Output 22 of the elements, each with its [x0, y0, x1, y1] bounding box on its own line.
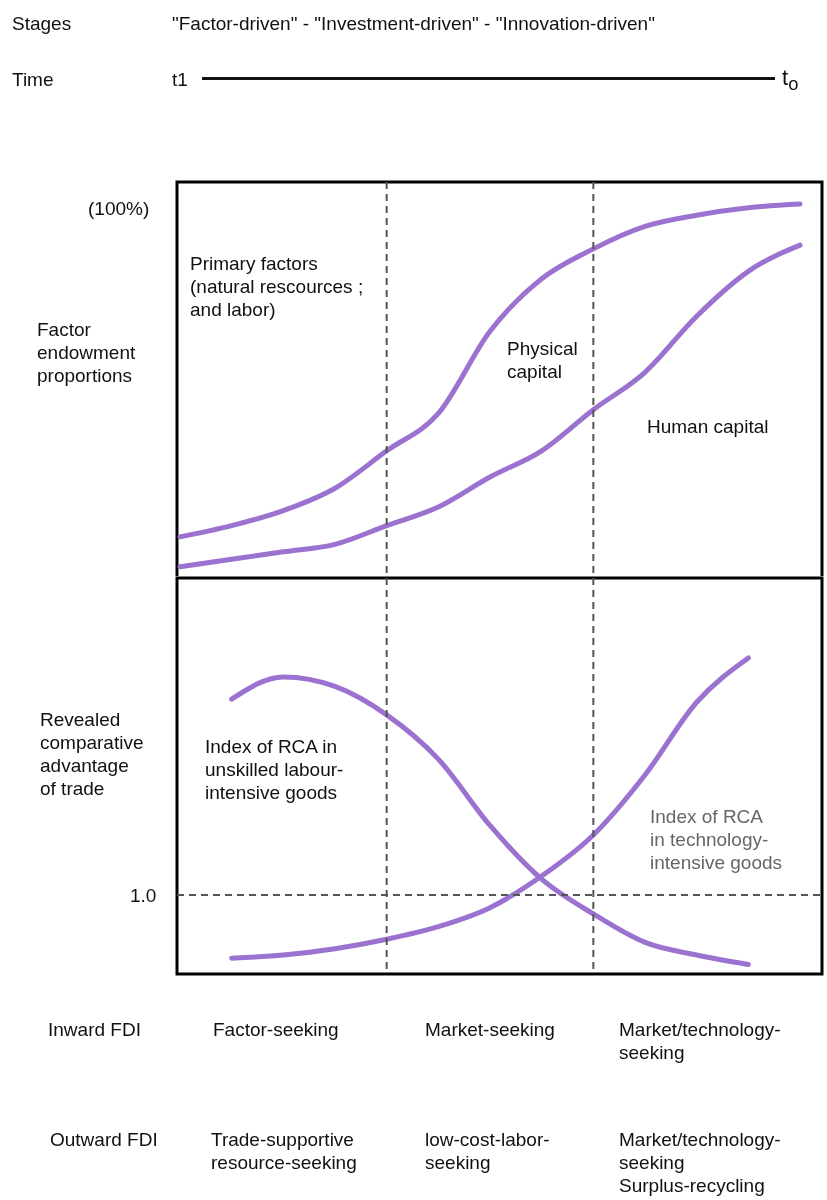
text: Market/technology- seeking — [619, 1018, 781, 1064]
annotation: Physical capital — [507, 337, 578, 383]
text: Time — [12, 68, 54, 91]
text: Market-seeking — [425, 1018, 555, 1041]
text: t1 — [172, 68, 188, 91]
annotation: Primary factors (natural rescources ; and labor) — [190, 252, 364, 321]
annotation: Human capital — [647, 415, 769, 438]
text: Index of RCA in unskilled labour- intensive goods — [205, 735, 344, 804]
text: Trade-supportive resource-seeking — [211, 1128, 357, 1174]
annotation: (100%) — [88, 197, 150, 220]
text: Inward FDI — [48, 1018, 141, 1041]
text: t$_{o}$ — [782, 65, 799, 96]
text: Stages — [12, 12, 72, 35]
series-label: Index of RCA in technology- intensive goods — [650, 805, 783, 874]
text: Factor-seeking — [213, 1018, 339, 1041]
text: Market/technology- seeking Surplus-recycling — [619, 1128, 781, 1197]
text: low-cost-labor- seeking — [425, 1128, 550, 1174]
y-axis-title: Revealed comparative advantage of trade — [40, 708, 144, 800]
text: 1.0 — [130, 884, 157, 907]
y-axis-title: Factor endowment proportions — [37, 318, 136, 387]
text: Outward FDI — [50, 1128, 158, 1151]
text: "Factor-driven" - "Investment-driven" - "Innovation-driven" — [172, 12, 655, 35]
